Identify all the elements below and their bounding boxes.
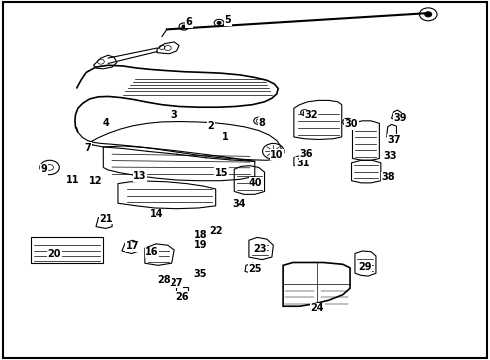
Text: 12: 12 bbox=[89, 176, 103, 186]
Text: 22: 22 bbox=[209, 226, 222, 236]
Text: 19: 19 bbox=[194, 240, 208, 250]
Text: 28: 28 bbox=[158, 275, 171, 285]
Text: 21: 21 bbox=[99, 214, 113, 224]
Text: 17: 17 bbox=[126, 241, 139, 251]
Text: 3: 3 bbox=[171, 111, 177, 121]
Text: 18: 18 bbox=[194, 230, 208, 239]
Text: 7: 7 bbox=[84, 143, 91, 153]
Circle shape bbox=[182, 25, 186, 28]
Text: 4: 4 bbox=[102, 118, 109, 128]
Circle shape bbox=[303, 112, 306, 114]
Text: 26: 26 bbox=[176, 292, 189, 302]
Text: 27: 27 bbox=[169, 278, 182, 288]
Text: 16: 16 bbox=[146, 247, 159, 257]
Text: 33: 33 bbox=[384, 150, 397, 161]
Text: 37: 37 bbox=[387, 135, 401, 145]
Text: 32: 32 bbox=[304, 111, 318, 121]
Text: 40: 40 bbox=[249, 178, 263, 188]
Text: 23: 23 bbox=[253, 244, 267, 254]
Text: 8: 8 bbox=[259, 118, 266, 128]
Text: 30: 30 bbox=[345, 120, 358, 129]
Text: 6: 6 bbox=[185, 17, 192, 27]
Text: 31: 31 bbox=[296, 158, 309, 168]
Text: 36: 36 bbox=[299, 149, 313, 159]
Text: 38: 38 bbox=[381, 172, 395, 182]
Circle shape bbox=[196, 273, 200, 275]
Text: 9: 9 bbox=[40, 164, 47, 174]
Text: 24: 24 bbox=[311, 303, 324, 314]
Text: 13: 13 bbox=[133, 171, 147, 181]
Text: 11: 11 bbox=[66, 175, 80, 185]
Text: 14: 14 bbox=[150, 209, 164, 219]
Circle shape bbox=[425, 12, 432, 17]
Text: 20: 20 bbox=[48, 248, 61, 258]
Text: 10: 10 bbox=[270, 150, 284, 160]
Text: 15: 15 bbox=[215, 168, 228, 178]
Text: 29: 29 bbox=[358, 262, 371, 272]
Text: 25: 25 bbox=[248, 264, 262, 274]
Text: 39: 39 bbox=[393, 113, 407, 123]
Circle shape bbox=[345, 121, 349, 123]
Text: 1: 1 bbox=[222, 132, 229, 142]
Text: 35: 35 bbox=[193, 269, 207, 279]
Text: 5: 5 bbox=[224, 15, 231, 26]
Circle shape bbox=[217, 22, 221, 24]
Text: 34: 34 bbox=[232, 199, 246, 210]
Text: 2: 2 bbox=[207, 121, 214, 131]
